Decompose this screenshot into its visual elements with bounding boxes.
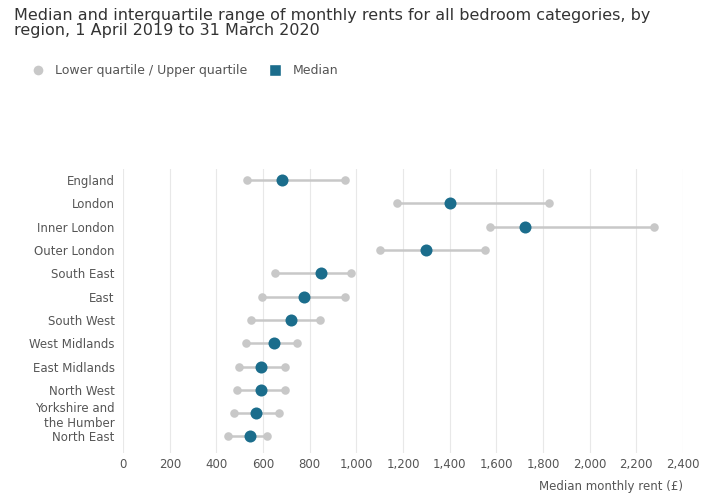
Point	[279, 386, 291, 394]
Point	[298, 293, 310, 301]
X-axis label: Median monthly rent (£): Median monthly rent (£)	[539, 479, 683, 492]
Point	[269, 269, 280, 277]
Point	[316, 269, 327, 277]
Text: Median and interquartile range of monthly rents for all bedroom categories, by: Median and interquartile range of monthl…	[14, 8, 650, 23]
Point	[246, 316, 257, 324]
Point	[444, 199, 455, 207]
Point	[276, 176, 287, 184]
Point	[286, 316, 297, 324]
Point	[315, 316, 326, 324]
Point	[261, 433, 272, 441]
Point	[543, 199, 555, 207]
Point	[345, 269, 356, 277]
Point	[274, 409, 285, 417]
Point	[245, 433, 256, 441]
Point	[374, 246, 385, 254]
Point	[339, 293, 351, 301]
Point	[255, 386, 266, 394]
Point	[255, 363, 266, 371]
Point	[648, 223, 660, 231]
Point	[240, 339, 251, 347]
Point	[251, 409, 262, 417]
Point	[256, 293, 268, 301]
Point	[291, 339, 303, 347]
Point	[233, 363, 244, 371]
Point	[232, 386, 243, 394]
Point	[268, 339, 279, 347]
Point	[222, 433, 234, 441]
Point	[241, 176, 253, 184]
Legend: Lower quartile / Upper quartile, Median: Lower quartile / Upper quartile, Median	[20, 59, 344, 82]
Point	[391, 199, 403, 207]
Point	[279, 363, 291, 371]
Point	[520, 223, 531, 231]
Point	[421, 246, 432, 254]
Point	[479, 246, 490, 254]
Point	[485, 223, 496, 231]
Text: region, 1 April 2019 to 31 March 2020: region, 1 April 2019 to 31 March 2020	[14, 23, 320, 38]
Point	[339, 176, 351, 184]
Point	[228, 409, 239, 417]
